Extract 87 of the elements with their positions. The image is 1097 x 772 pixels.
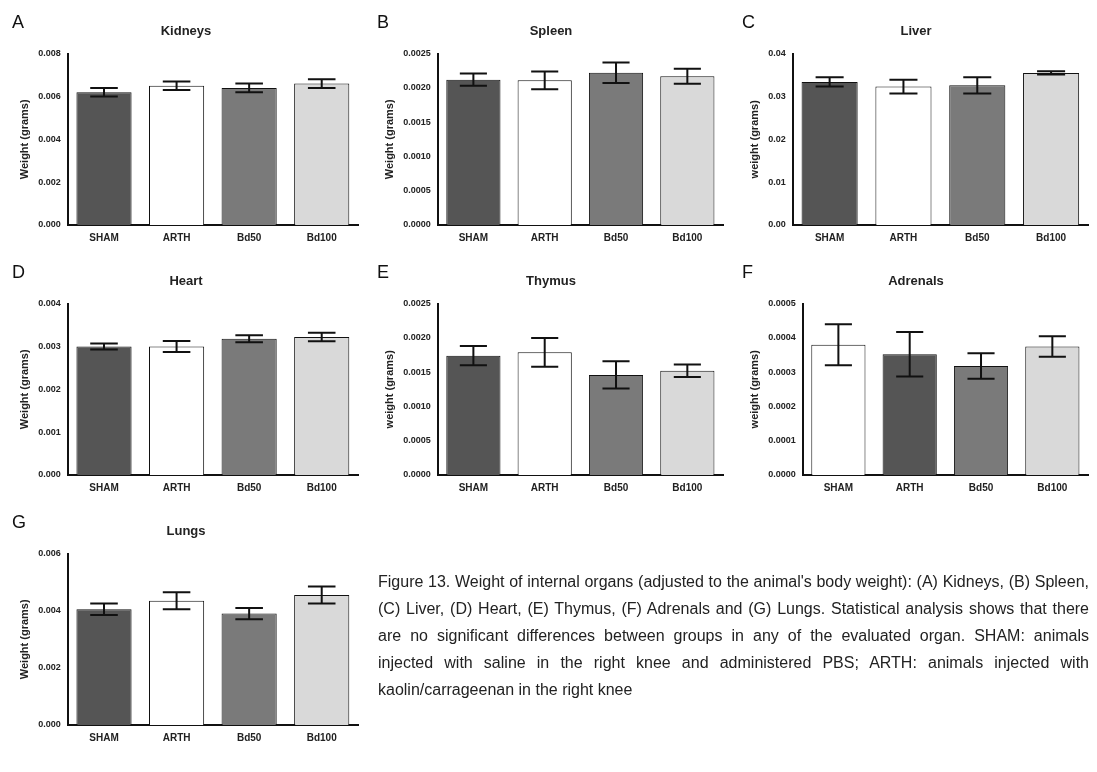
- y-tick-label: 0.0015: [403, 366, 431, 377]
- x-tick-label: Bd100: [1036, 231, 1067, 243]
- chart-title: Thymus: [526, 273, 576, 289]
- chart-title: Heart: [169, 273, 204, 289]
- y-tick-label: 0.001: [38, 426, 61, 437]
- text: F: [742, 262, 753, 283]
- y-axis-title: Weight (grams): [17, 99, 30, 180]
- y-tick-label: 0.0025: [403, 298, 431, 309]
- y-tick-label: 0.01: [768, 176, 786, 187]
- x-tick-label: SHAM: [814, 231, 845, 243]
- y-tick-label: 0.0010: [403, 400, 431, 411]
- y-axis-title: weight (grams): [747, 99, 760, 180]
- y-tick-label: 0.006: [38, 90, 61, 101]
- x-tick-label: Bd100: [306, 731, 338, 743]
- y-tick-label: 0.0020: [403, 332, 431, 343]
- x-tick-label: Bd50: [965, 231, 990, 243]
- y-tick-label: 0.0005: [403, 435, 431, 446]
- y-tick-label: 0.002: [38, 176, 61, 187]
- x-tick-label: Bd100: [672, 231, 703, 243]
- y-tick-label: 0.00: [768, 219, 786, 230]
- y-tick-label: 0.0003: [768, 366, 796, 377]
- x-tick-label: Bd100: [306, 231, 338, 243]
- y-tick-label: 0.0010: [403, 150, 431, 161]
- y-tick-label: 0.003: [38, 340, 61, 351]
- y-tick-label: 0.0020: [403, 82, 431, 93]
- y-tick-label: 0.000: [38, 719, 61, 730]
- y-tick-label: 0.03: [768, 90, 786, 101]
- y-tick-label: 0.004: [38, 133, 61, 144]
- x-tick-label: ARTH: [530, 481, 559, 493]
- x-tick-label: SHAM: [458, 231, 489, 243]
- y-axis-title: weight (grams): [747, 349, 760, 430]
- x-tick-label: SHAM: [89, 231, 119, 243]
- y-tick-label: 0.008: [38, 48, 61, 59]
- x-tick-label: Bd50: [236, 481, 262, 493]
- x-tick-label: Bd50: [236, 231, 262, 243]
- chart-title: Kidneys: [160, 23, 212, 39]
- text: E: [377, 262, 390, 283]
- chart-title: Spleen: [529, 23, 573, 39]
- text: B: [377, 12, 390, 33]
- text: D: [12, 262, 25, 283]
- x-tick-label: Bd100: [1037, 481, 1068, 493]
- y-tick-label: 0.004: [38, 605, 61, 616]
- y-tick-label: 0.0002: [768, 400, 796, 411]
- x-tick-label: ARTH: [895, 481, 924, 493]
- x-tick-label: SHAM: [89, 481, 119, 493]
- y-axis-title: Weight (grams): [382, 99, 395, 180]
- y-tick-label: 0.0004: [768, 332, 796, 343]
- y-tick-label: 0.0000: [768, 469, 796, 480]
- y-tick-label: 0.000: [38, 469, 61, 480]
- x-tick-label: Bd100: [306, 481, 338, 493]
- y-axis-title: weight (grams): [382, 349, 395, 430]
- chart-title: Lungs: [166, 523, 206, 539]
- caption: Figure 13. Weight of internal organs (adjusted to the animal's body weight): (A) Kidneys, (B) Spleen, (C) Liver, (D) Heart, (E) Thymus, (F) Adrenals and (G) Lungs. Statistical analysis shows that there are no significant differences between groups in any of the evaluated organ. SHAM: animals injected with saline in the right knee and administered PBS; ARTH: animals injected with kaolin/carrageenan in the right knee: [378, 572, 1089, 700]
- y-tick-label: 0.004: [38, 298, 61, 309]
- y-tick-label: 0.04: [768, 48, 786, 59]
- x-tick-label: Bd50: [236, 731, 262, 743]
- text: A: [12, 12, 25, 33]
- y-tick-label: 0.0005: [403, 185, 431, 196]
- x-tick-label: ARTH: [162, 231, 191, 243]
- y-tick-label: 0.0001: [768, 435, 796, 446]
- x-tick-label: ARTH: [889, 231, 918, 243]
- x-tick-label: SHAM: [89, 731, 119, 743]
- y-tick-label: 0.0025: [403, 48, 431, 59]
- chart-title: Liver: [900, 23, 932, 39]
- y-tick-label: 0.0000: [403, 469, 431, 480]
- y-axis-title: Weight (grams): [17, 599, 30, 680]
- y-tick-label: 0.002: [38, 383, 61, 394]
- x-tick-label: ARTH: [162, 731, 191, 743]
- x-tick-label: Bd50: [603, 231, 629, 243]
- y-tick-label: 0.0000: [403, 219, 431, 230]
- x-tick-label: ARTH: [530, 231, 559, 243]
- y-tick-label: 0.0015: [403, 116, 431, 127]
- y-tick-label: 0.000: [38, 219, 61, 230]
- x-tick-label: SHAM: [458, 481, 489, 493]
- y-tick-label: 0.002: [38, 662, 61, 673]
- x-tick-label: Bd100: [672, 481, 703, 493]
- x-tick-label: ARTH: [162, 481, 191, 493]
- y-tick-label: 0.006: [38, 548, 61, 559]
- text: G: [12, 512, 27, 533]
- x-tick-label: Bd50: [968, 481, 994, 493]
- x-tick-label: Bd50: [603, 481, 629, 493]
- text: C: [742, 12, 755, 33]
- x-tick-label: SHAM: [823, 481, 854, 493]
- y-tick-label: 0.02: [768, 133, 786, 144]
- y-tick-label: 0.0005: [768, 298, 796, 309]
- y-axis-title: Weight (grams): [17, 349, 30, 430]
- chart-title: Adrenals: [888, 273, 944, 289]
